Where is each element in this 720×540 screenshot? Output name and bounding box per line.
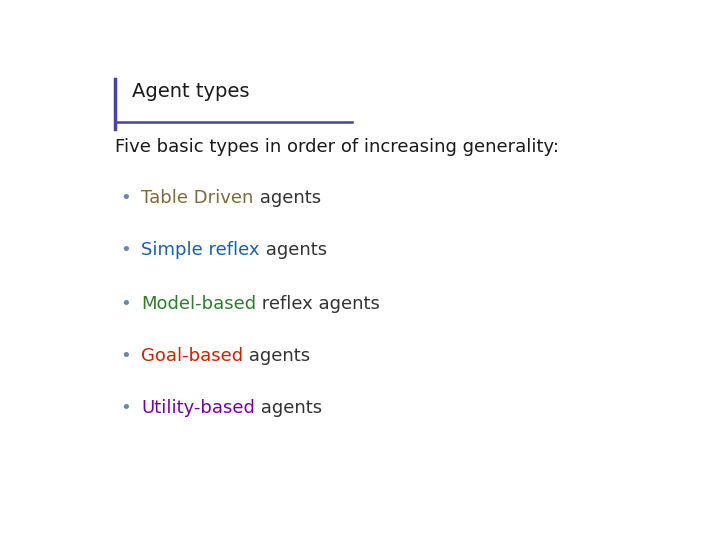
Text: •: • (121, 189, 132, 207)
Text: agents: agents (255, 399, 323, 417)
Text: Goal-based: Goal-based (141, 347, 243, 365)
Text: Model-based: Model-based (141, 295, 256, 313)
Text: reflex agents: reflex agents (256, 295, 380, 313)
Text: agents: agents (260, 241, 327, 259)
Text: •: • (121, 241, 132, 259)
Text: Table Driven: Table Driven (141, 189, 253, 207)
Text: agents: agents (243, 347, 310, 365)
Text: agents: agents (253, 189, 321, 207)
Text: •: • (121, 347, 132, 365)
Text: Agent types: Agent types (132, 82, 249, 102)
Text: Utility-based: Utility-based (141, 399, 255, 417)
Text: Five basic types in order of increasing generality:: Five basic types in order of increasing … (115, 138, 559, 156)
Text: Simple reflex: Simple reflex (141, 241, 260, 259)
Text: •: • (121, 399, 132, 417)
Text: •: • (121, 295, 132, 313)
